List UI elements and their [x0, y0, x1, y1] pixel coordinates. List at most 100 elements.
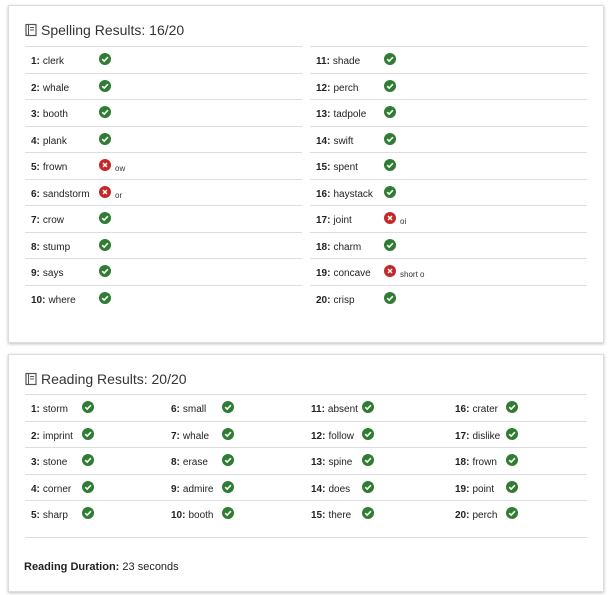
item-number: 15: spent: [316, 162, 358, 173]
item-word: concave: [333, 268, 371, 279]
item-word: where: [48, 294, 76, 306]
book-icon: [25, 372, 37, 386]
incorrect-icon: [384, 212, 396, 224]
correct-icon: [384, 238, 396, 251]
item-word: point: [472, 483, 495, 495]
item-word: spent: [333, 162, 358, 173]
correct-icon: [99, 238, 111, 251]
item-number: 9: says: [31, 268, 64, 279]
item-word: tadpole: [333, 109, 367, 120]
correct-icon: [384, 132, 396, 145]
result-item: 17: dislike: [449, 420, 587, 448]
correct-icon: [82, 480, 94, 493]
result-item: 14: does: [305, 473, 449, 501]
item-number: 1: clerk: [31, 56, 65, 67]
item-word: crisp: [333, 294, 355, 306]
item-number: 14: does: [311, 483, 351, 495]
result-item: 10: booth: [165, 500, 305, 527]
result-item: 1: clerk: [25, 46, 302, 73]
item-number: 18: charm: [316, 241, 362, 253]
result-item: 13: spine: [305, 447, 449, 474]
item-word: clerk: [42, 56, 65, 67]
incorrect-icon: [99, 159, 111, 171]
correct-icon: [222, 401, 234, 413]
item-number: 4: corner: [31, 483, 72, 495]
item-word: whale: [42, 82, 70, 94]
correct-icon: [506, 454, 518, 466]
correct-icon: [222, 427, 234, 440]
correct-icon: [384, 291, 396, 304]
item-word: booth: [188, 510, 214, 521]
item-number: 9: admire: [171, 483, 214, 495]
item-word: does: [328, 483, 351, 495]
item-word: says: [42, 268, 64, 279]
item-number: 16: haystack: [316, 188, 373, 200]
result-item: 16: haystack: [310, 178, 587, 206]
result-item: 8: stump: [25, 231, 302, 259]
item-word: shade: [332, 56, 361, 67]
correct-icon: [82, 401, 94, 413]
result-item: 16: crater: [449, 394, 587, 421]
item-word: small: [182, 404, 207, 415]
result-item: 6: sandstorm or: [25, 178, 302, 206]
correct-icon: [99, 212, 111, 224]
item-number: 10: booth: [171, 510, 214, 521]
item-word: crater: [472, 404, 499, 415]
item-number: 4: plank: [31, 135, 67, 147]
result-item: 19: concave short o: [310, 258, 587, 285]
panel-title: Spelling Results: 16/20: [24, 22, 184, 38]
item-number: 19: concave: [316, 268, 371, 279]
result-item: 13: tadpole: [310, 99, 587, 126]
result-item: 1: storm: [25, 394, 165, 421]
correct-icon: [99, 106, 111, 118]
item-word: stump: [42, 241, 71, 253]
item-word: swift: [333, 135, 354, 147]
result-item: 9: admire: [165, 473, 305, 501]
result-item: 18: charm: [310, 231, 587, 259]
correct-icon: [506, 427, 518, 440]
result-item: 2: imprint: [25, 420, 165, 448]
correct-icon: [384, 79, 396, 92]
item-word: dislike: [472, 430, 501, 442]
title-text: Spelling Results: 16/20: [41, 22, 185, 38]
item-word: frown: [42, 162, 68, 173]
result-item: 7: whale: [165, 420, 305, 448]
result-item: 12: follow: [305, 420, 449, 448]
result-item: 19: point: [449, 473, 587, 501]
correct-icon: [82, 427, 94, 440]
item-number: 10: where: [31, 294, 76, 306]
item-number: 15: there: [311, 510, 352, 521]
result-item: 11: shade: [310, 46, 587, 73]
book-icon: [25, 23, 37, 37]
correct-icon: [506, 401, 518, 413]
result-item: 14: swift: [310, 125, 587, 153]
item-word: plank: [42, 135, 67, 147]
correct-icon: [99, 291, 111, 304]
result-item: 2: whale: [25, 72, 302, 100]
duration-label: Reading Duration:: [24, 561, 120, 573]
correct-icon: [99, 79, 111, 92]
incorrect-icon: [384, 265, 396, 277]
correct-icon: [362, 401, 374, 413]
correct-icon: [222, 454, 234, 466]
item-word: haystack: [333, 188, 373, 200]
item-word: there: [328, 510, 352, 521]
correct-icon: [82, 507, 94, 519]
item-word: absent: [327, 404, 358, 415]
correct-icon: [384, 53, 396, 65]
item-number: 12: perch: [316, 82, 359, 94]
results-grid: 1: clerk 2: whale 3: booth 4: plank 5: frown ow 6: s…: [25, 46, 587, 311]
duration-value: 23 seconds: [122, 561, 179, 573]
item-number: 7: whale: [171, 430, 210, 442]
item-number: 1: storm: [31, 404, 68, 415]
error-note: short o: [400, 270, 425, 279]
incorrect-icon: [99, 185, 111, 198]
result-item: 11: absent: [305, 394, 449, 421]
item-word: admire: [182, 483, 214, 495]
result-item: 5: sharp: [25, 500, 165, 527]
item-number: 3: stone: [31, 457, 68, 468]
item-number: 20: perch: [455, 510, 498, 521]
item-word: sandstorm: [42, 188, 90, 200]
item-word: follow: [328, 430, 355, 442]
correct-icon: [362, 454, 374, 466]
